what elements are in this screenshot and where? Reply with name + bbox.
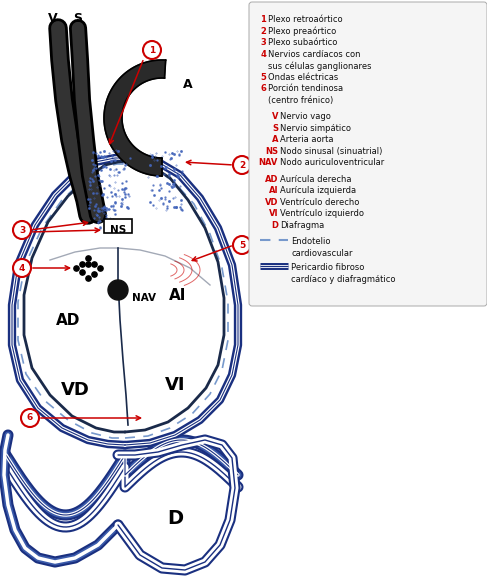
Text: Plexo retroaórtico: Plexo retroaórtico: [268, 15, 343, 24]
Text: Aurícula izquierda: Aurícula izquierda: [280, 186, 356, 195]
Text: 3: 3: [260, 38, 266, 47]
Text: 4: 4: [19, 264, 25, 272]
Text: Pericardio fibroso: Pericardio fibroso: [291, 263, 364, 272]
Text: AI: AI: [268, 186, 278, 195]
Text: Aurícula derecha: Aurícula derecha: [280, 174, 352, 184]
Text: S: S: [73, 12, 82, 25]
Polygon shape: [12, 158, 238, 445]
Circle shape: [108, 280, 128, 300]
Text: (centro frénico): (centro frénico): [268, 96, 333, 104]
Text: NS: NS: [110, 225, 126, 235]
Text: Nervios cardíacos con: Nervios cardíacos con: [268, 49, 360, 59]
Text: A: A: [271, 135, 278, 144]
Text: VI: VI: [165, 376, 185, 394]
FancyBboxPatch shape: [249, 2, 487, 306]
Text: NS: NS: [265, 147, 278, 156]
Text: D: D: [271, 221, 278, 230]
Text: Porción tendinosa: Porción tendinosa: [268, 84, 343, 93]
Text: 1: 1: [260, 15, 266, 24]
Text: Ventrículo derecho: Ventrículo derecho: [280, 197, 359, 207]
Text: AD: AD: [264, 174, 278, 184]
Text: Nervio vago: Nervio vago: [280, 112, 331, 121]
Circle shape: [233, 236, 251, 254]
Text: AI: AI: [169, 288, 187, 302]
FancyBboxPatch shape: [104, 219, 132, 233]
Text: A: A: [183, 78, 193, 91]
Text: 2: 2: [260, 26, 266, 35]
Circle shape: [143, 41, 161, 59]
Text: Ventrículo izquierdo: Ventrículo izquierdo: [280, 209, 364, 218]
Text: 1: 1: [149, 46, 155, 55]
Text: 5: 5: [260, 73, 266, 82]
Text: cardíaco y diafragmático: cardíaco y diafragmático: [291, 275, 395, 284]
Text: VD: VD: [60, 381, 90, 399]
Text: Nodo sinusal (sinuatrial): Nodo sinusal (sinuatrial): [280, 147, 382, 156]
Text: Diafragma: Diafragma: [280, 221, 324, 230]
Polygon shape: [104, 60, 166, 176]
Circle shape: [13, 259, 31, 277]
Text: 5: 5: [239, 241, 245, 249]
Text: Plexo preaórtico: Plexo preaórtico: [268, 26, 336, 36]
Circle shape: [13, 221, 31, 239]
Text: Endotelio: Endotelio: [291, 237, 331, 246]
Circle shape: [233, 156, 251, 174]
Text: sus células ganglionares: sus células ganglionares: [268, 61, 372, 70]
Text: V: V: [271, 112, 278, 121]
Text: VD: VD: [264, 197, 278, 207]
Text: VI: VI: [268, 209, 278, 218]
Circle shape: [21, 409, 39, 427]
Text: 2: 2: [239, 160, 245, 170]
Text: 6: 6: [260, 84, 266, 93]
Text: V: V: [48, 12, 57, 25]
Text: Nodo auriculoventricular: Nodo auriculoventricular: [280, 158, 384, 167]
Text: NAV: NAV: [132, 293, 156, 303]
Text: AD: AD: [56, 312, 80, 328]
Text: D: D: [167, 508, 183, 528]
Text: Plexo subaórtico: Plexo subaórtico: [268, 38, 337, 47]
Text: S: S: [272, 123, 278, 133]
Text: NAV: NAV: [259, 158, 278, 167]
Text: Arteria aorta: Arteria aorta: [280, 135, 334, 144]
Text: 4: 4: [260, 49, 266, 59]
Text: 3: 3: [19, 225, 25, 234]
Text: 6: 6: [27, 413, 33, 423]
Text: Nervio simpático: Nervio simpático: [280, 123, 351, 133]
Text: Ondas eléctricas: Ondas eléctricas: [268, 73, 338, 82]
Text: cardiovascular: cardiovascular: [291, 248, 353, 258]
